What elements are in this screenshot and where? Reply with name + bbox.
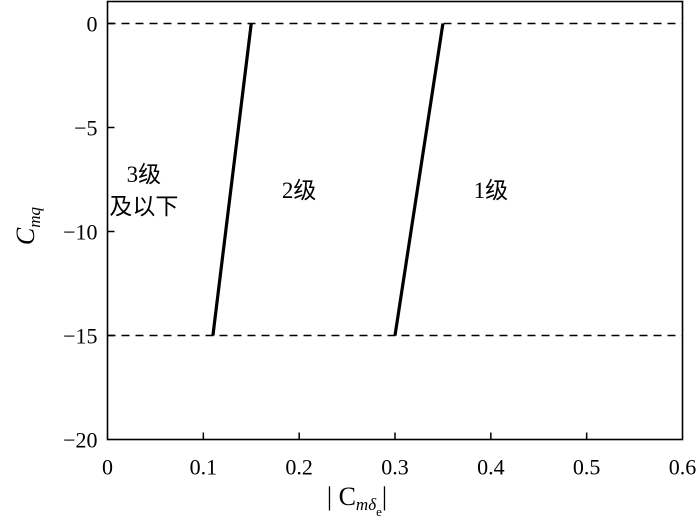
x-tick-label: 0.3	[381, 455, 409, 480]
x-tick-label: 0.1	[190, 455, 218, 480]
y-tick-label: −10	[63, 220, 97, 245]
x-tick-label: 0.6	[669, 455, 697, 480]
x-tick-label: 0.2	[285, 455, 313, 480]
y-axis-label: Cmq	[11, 206, 44, 245]
y-tick-label: −20	[63, 428, 97, 453]
x-tick-label: 0.4	[477, 455, 505, 480]
boundary-line	[211, 23, 253, 336]
y-tick-label: 0	[87, 12, 98, 37]
x-tick-label: 0.5	[573, 455, 601, 480]
region-label: 及以下	[109, 194, 178, 219]
region-label: 1级	[474, 178, 509, 203]
y-tick-label: −15	[63, 324, 97, 349]
region-label: 3级	[127, 162, 162, 187]
plot-frame	[106, 0, 684, 441]
y-tick-label: −5	[74, 116, 97, 141]
boundary-line	[393, 23, 445, 336]
x-axis-label: | Cmδe|	[327, 482, 387, 519]
x-tick-label: 0	[102, 455, 113, 480]
region-label: 2级	[282, 178, 317, 203]
